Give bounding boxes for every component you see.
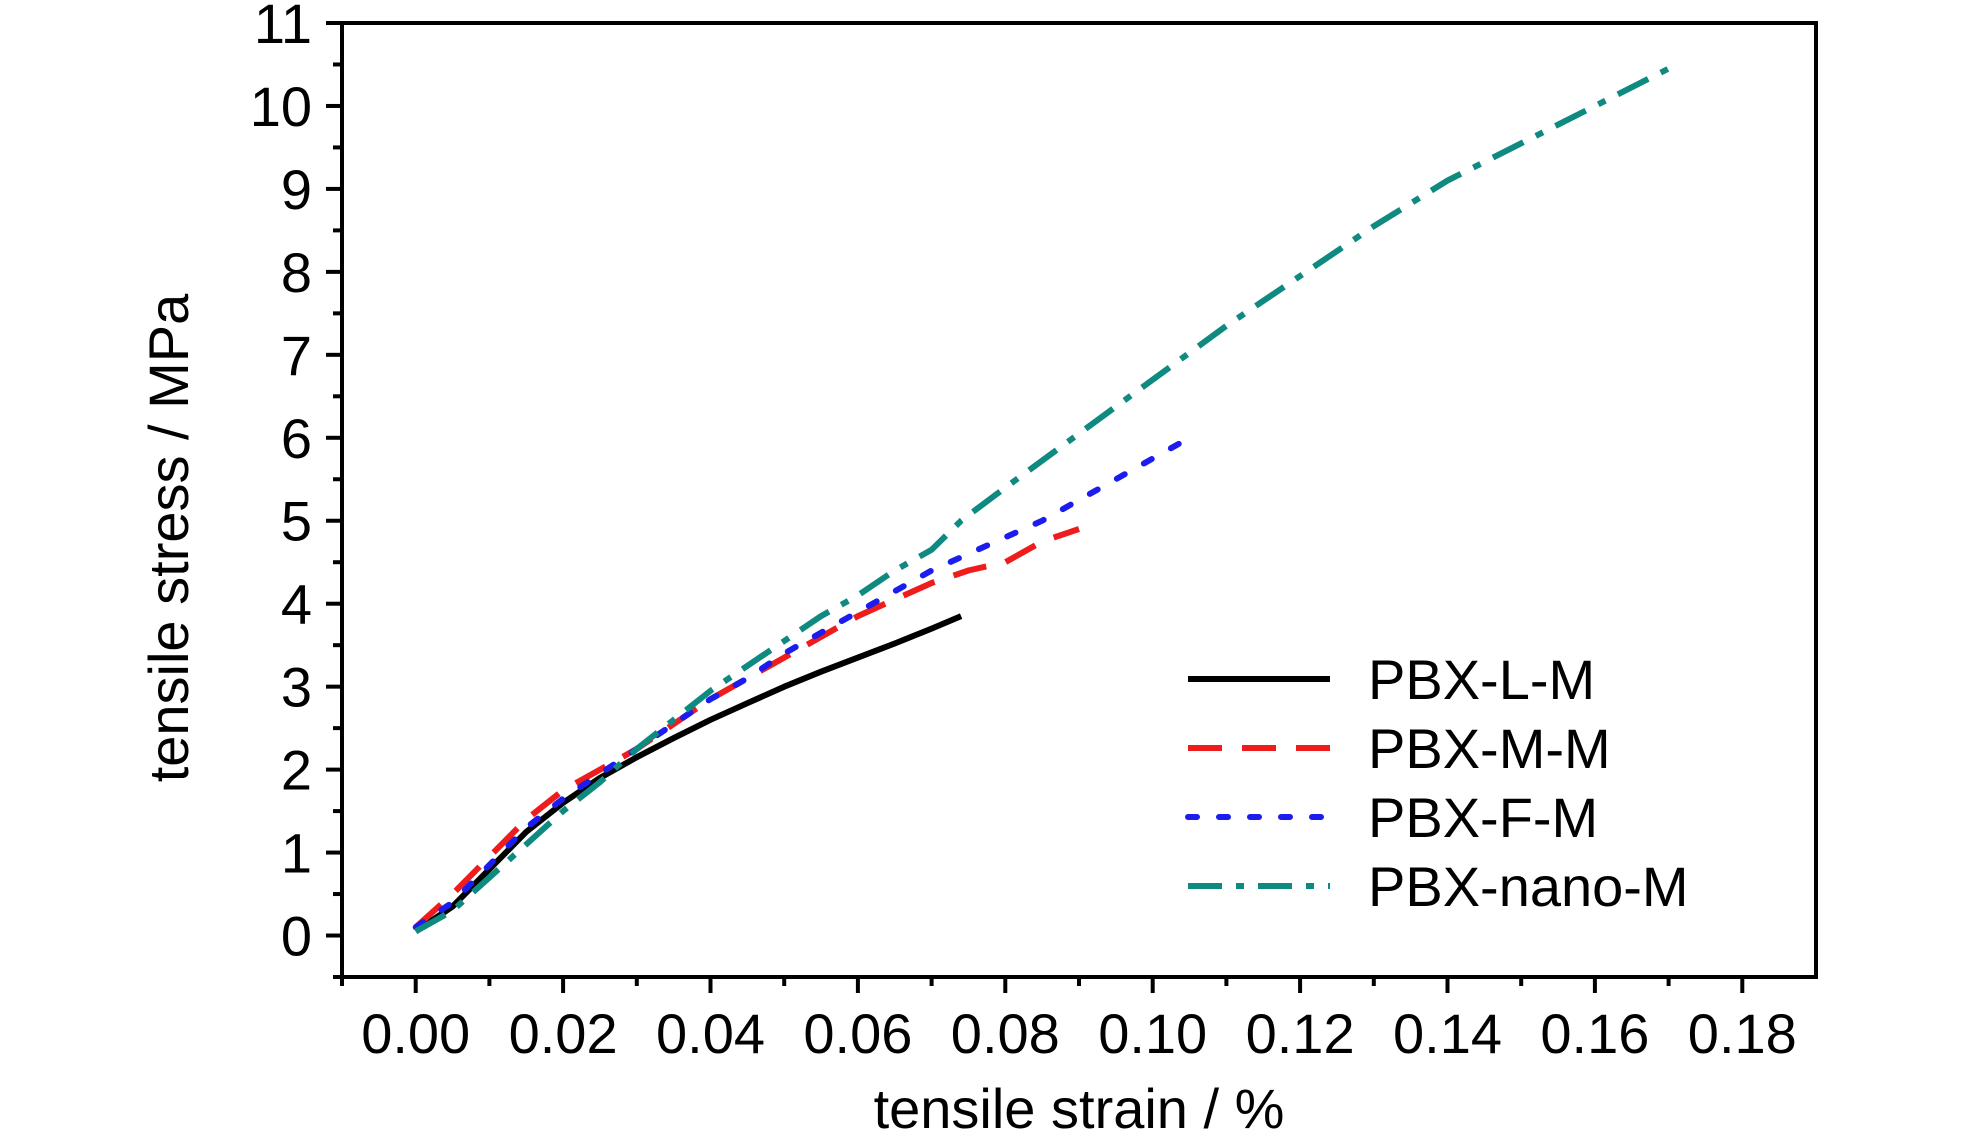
x-tick-label: 0.08 (951, 1002, 1060, 1065)
y-tick-label: 6 (281, 407, 312, 470)
series-line-pbx-m-m (413, 526, 1080, 930)
y-tick-label: 9 (281, 158, 312, 221)
y-tick-label: 1 (281, 822, 312, 885)
x-tick-label: 0.18 (1688, 1002, 1797, 1065)
x-axis-ticks: 0.00 0.02 0.04 0.06 0.08 0.10 0.12 0.14 0.16 0.18 (340, 977, 1797, 1065)
y-axis-label: tensile stress / MPa (137, 293, 200, 782)
y-tick-label: 4 (281, 573, 312, 636)
legend-label-pbx-nano-m: PBX-nano-M (1368, 855, 1689, 918)
legend-label-pbx-m-m: PBX-M-M (1368, 717, 1611, 780)
y-tick-label: 11 (254, 0, 312, 55)
x-tick-label: 0.16 (1540, 1002, 1649, 1065)
y-tick-label: 5 (281, 490, 312, 553)
x-tick-label: 0.02 (509, 1002, 618, 1065)
series-line-pbx-f-m (412, 434, 1193, 931)
x-axis-label: tensile strain / % (874, 1077, 1285, 1134)
x-tick-label: 0.10 (1098, 1002, 1207, 1065)
x-tick-label: 0.12 (1246, 1002, 1355, 1065)
legend-label-pbx-f-m: PBX-F-M (1368, 786, 1598, 849)
x-tick-label: 0.00 (361, 1002, 470, 1065)
y-tick-label: 7 (281, 324, 312, 387)
x-tick-label: 0.14 (1393, 1002, 1502, 1065)
y-tick-label: 3 (281, 656, 312, 719)
y-tick-label: 10 (250, 75, 312, 138)
y-tick-label: 0 (281, 905, 312, 968)
y-axis-ticks: 0 1 2 3 4 5 6 7 8 9 10 11 (250, 0, 342, 979)
legend-label-pbx-l-m: PBX-L-M (1368, 648, 1595, 711)
x-tick-label: 0.04 (656, 1002, 765, 1065)
y-tick-label: 8 (281, 241, 312, 304)
y-tick-label: 2 (281, 739, 312, 802)
series-line-pbx-nano-m (414, 65, 1670, 935)
x-tick-label: 0.06 (803, 1002, 912, 1065)
series-line-pbx-l-m (414, 613, 963, 934)
series-layer (412, 65, 1670, 935)
